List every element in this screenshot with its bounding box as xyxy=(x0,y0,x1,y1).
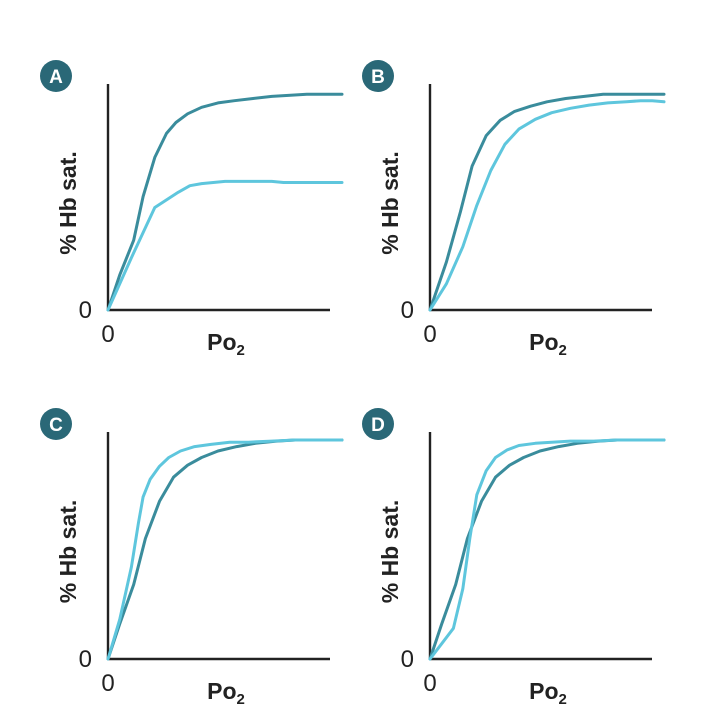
y-tick-label: 0 xyxy=(79,646,92,673)
curve-dark xyxy=(106,438,344,661)
panel-d: D 00 Po2 % Hb sat. xyxy=(362,408,666,708)
y-tick-label: 0 xyxy=(79,297,92,324)
x-axis-label: Po2 xyxy=(529,678,567,708)
panel-b: B 00 Po2 % Hb sat. xyxy=(362,60,666,359)
x-tick-label: 0 xyxy=(101,670,114,697)
curve-light xyxy=(428,99,666,312)
panel-letter: C xyxy=(49,415,63,436)
y-tick-label: 0 xyxy=(401,646,414,673)
curve-dark xyxy=(428,438,666,661)
panel-badge xyxy=(362,60,394,92)
x-axis-label: Po2 xyxy=(207,329,245,359)
curve-light xyxy=(106,179,344,312)
curve-light xyxy=(428,438,666,661)
x-tick-label: 0 xyxy=(101,321,114,348)
y-axis-label: % Hb sat. xyxy=(55,500,81,604)
curve-dark xyxy=(106,92,344,312)
panel-letter: A xyxy=(49,67,63,88)
y-axis-label: % Hb sat. xyxy=(377,151,403,255)
x-axis-label: Po2 xyxy=(207,678,245,708)
x-tick-label: 0 xyxy=(423,321,436,348)
x-axis-label: Po2 xyxy=(529,329,567,359)
y-tick-label: 0 xyxy=(401,297,414,324)
panel-badge xyxy=(40,408,72,440)
y-axis-label: % Hb sat. xyxy=(377,500,403,604)
x-tick-label: 0 xyxy=(423,670,436,697)
panel-badge xyxy=(362,408,394,440)
panel-c: C 00 Po2 % Hb sat. xyxy=(40,408,344,708)
panel-letter: D xyxy=(371,415,385,436)
curve-dark xyxy=(428,92,666,312)
panel-badge xyxy=(40,60,72,92)
curve-light xyxy=(106,438,344,661)
panel-a: A 00 Po2 % Hb sat. xyxy=(40,60,344,359)
y-axis-label: % Hb sat. xyxy=(55,151,81,255)
panel-letter: B xyxy=(371,67,385,88)
